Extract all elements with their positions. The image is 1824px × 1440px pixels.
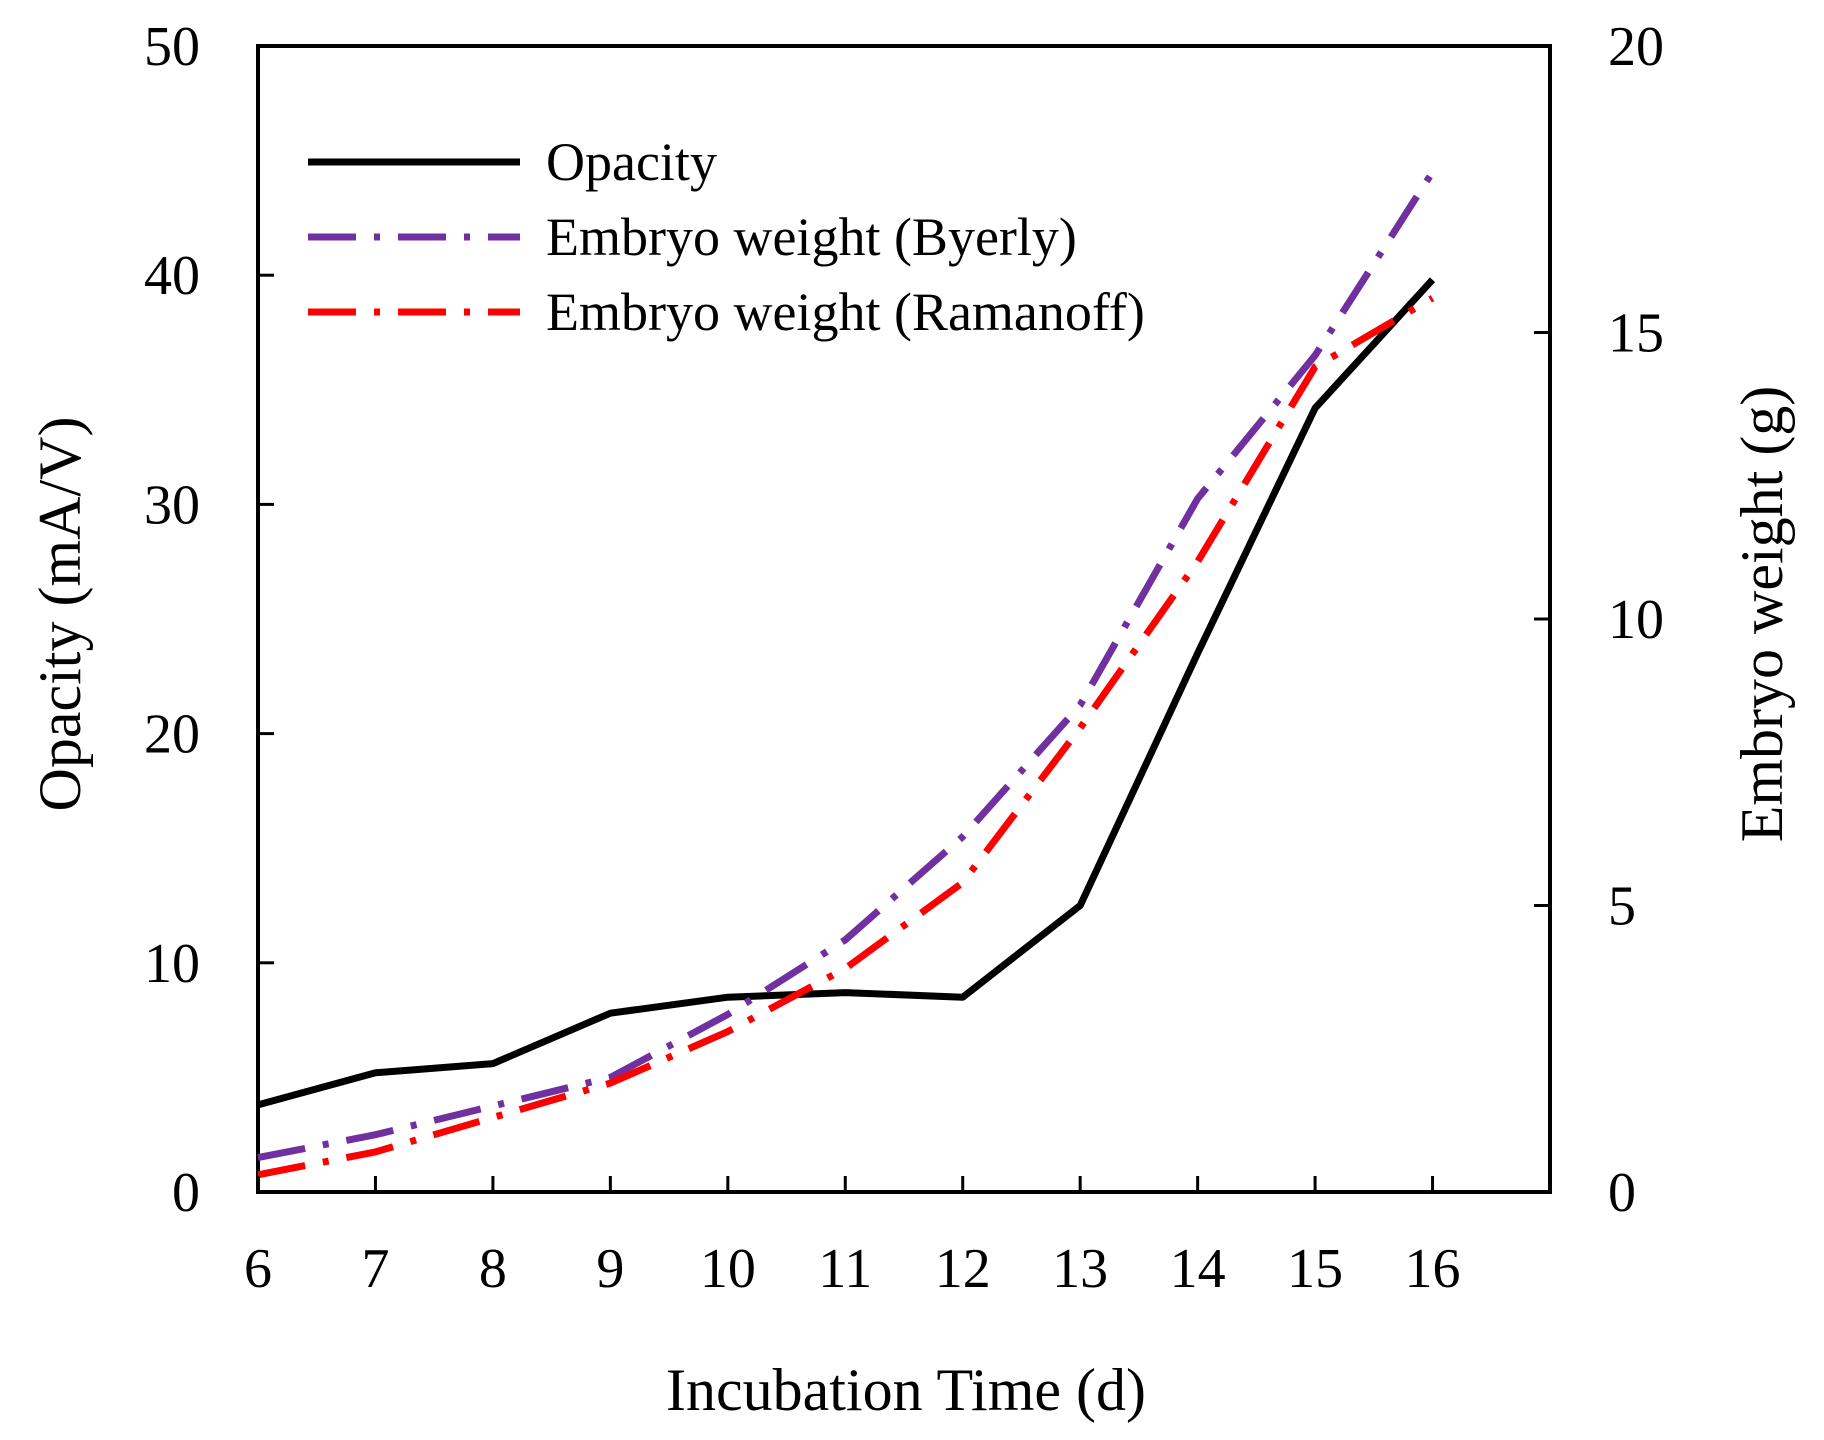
ticks-layer: 6 7 8 9 10 11 12 13 14 15 16 0 10 20 30 40 50 0 5 10 15 20 — [144, 16, 1664, 1300]
x-tick-label: 12 — [935, 1238, 991, 1300]
left-y-tick-label: 0 — [172, 1162, 200, 1224]
right-y-tick-label: 0 — [1608, 1162, 1636, 1224]
right-y-tick-label: 5 — [1608, 876, 1636, 938]
legend-label-3: Embryo weight (Ramanoff) — [546, 282, 1145, 342]
series-layer — [257, 170, 1436, 1179]
x-tick-label: 15 — [1287, 1238, 1343, 1300]
x-axis-title: Incubation Time (d) — [666, 1357, 1146, 1423]
right-y-tick-label: 20 — [1608, 16, 1664, 78]
x-tick-label: 10 — [700, 1238, 756, 1300]
legend-label-1: Opacity — [546, 132, 717, 192]
x-tick-label: 14 — [1170, 1238, 1226, 1300]
series-line-2 — [257, 170, 1436, 1162]
right-axis-title: Embryo weight (g) — [1729, 386, 1795, 843]
left-y-tick-label: 50 — [144, 16, 200, 78]
right-y-tick-label: 10 — [1608, 589, 1664, 651]
left-y-tick-label: 30 — [144, 474, 200, 536]
series-line-1 — [257, 277, 1436, 1109]
right-y-tick-label: 15 — [1608, 303, 1664, 365]
x-tick-label: 7 — [361, 1238, 389, 1300]
x-tick-label: 13 — [1052, 1238, 1108, 1300]
left-axis-title: Opacity (mA/V) — [27, 417, 93, 812]
legend-label-2: Embryo weight (Byerly) — [546, 207, 1077, 267]
x-tick-label: 8 — [479, 1238, 507, 1300]
legend: Opacity Embryo weight (Byerly) Embryo weig… — [308, 132, 1145, 342]
left-y-tick-label: 20 — [144, 704, 200, 766]
x-tick-label: 11 — [818, 1238, 872, 1300]
series-line-3 — [257, 295, 1435, 1179]
x-tick-label: 16 — [1405, 1238, 1461, 1300]
left-y-tick-label: 10 — [144, 933, 200, 995]
x-tick-label: 9 — [596, 1238, 624, 1300]
left-y-tick-label: 40 — [144, 245, 200, 307]
x-tick-label: 6 — [244, 1238, 272, 1300]
